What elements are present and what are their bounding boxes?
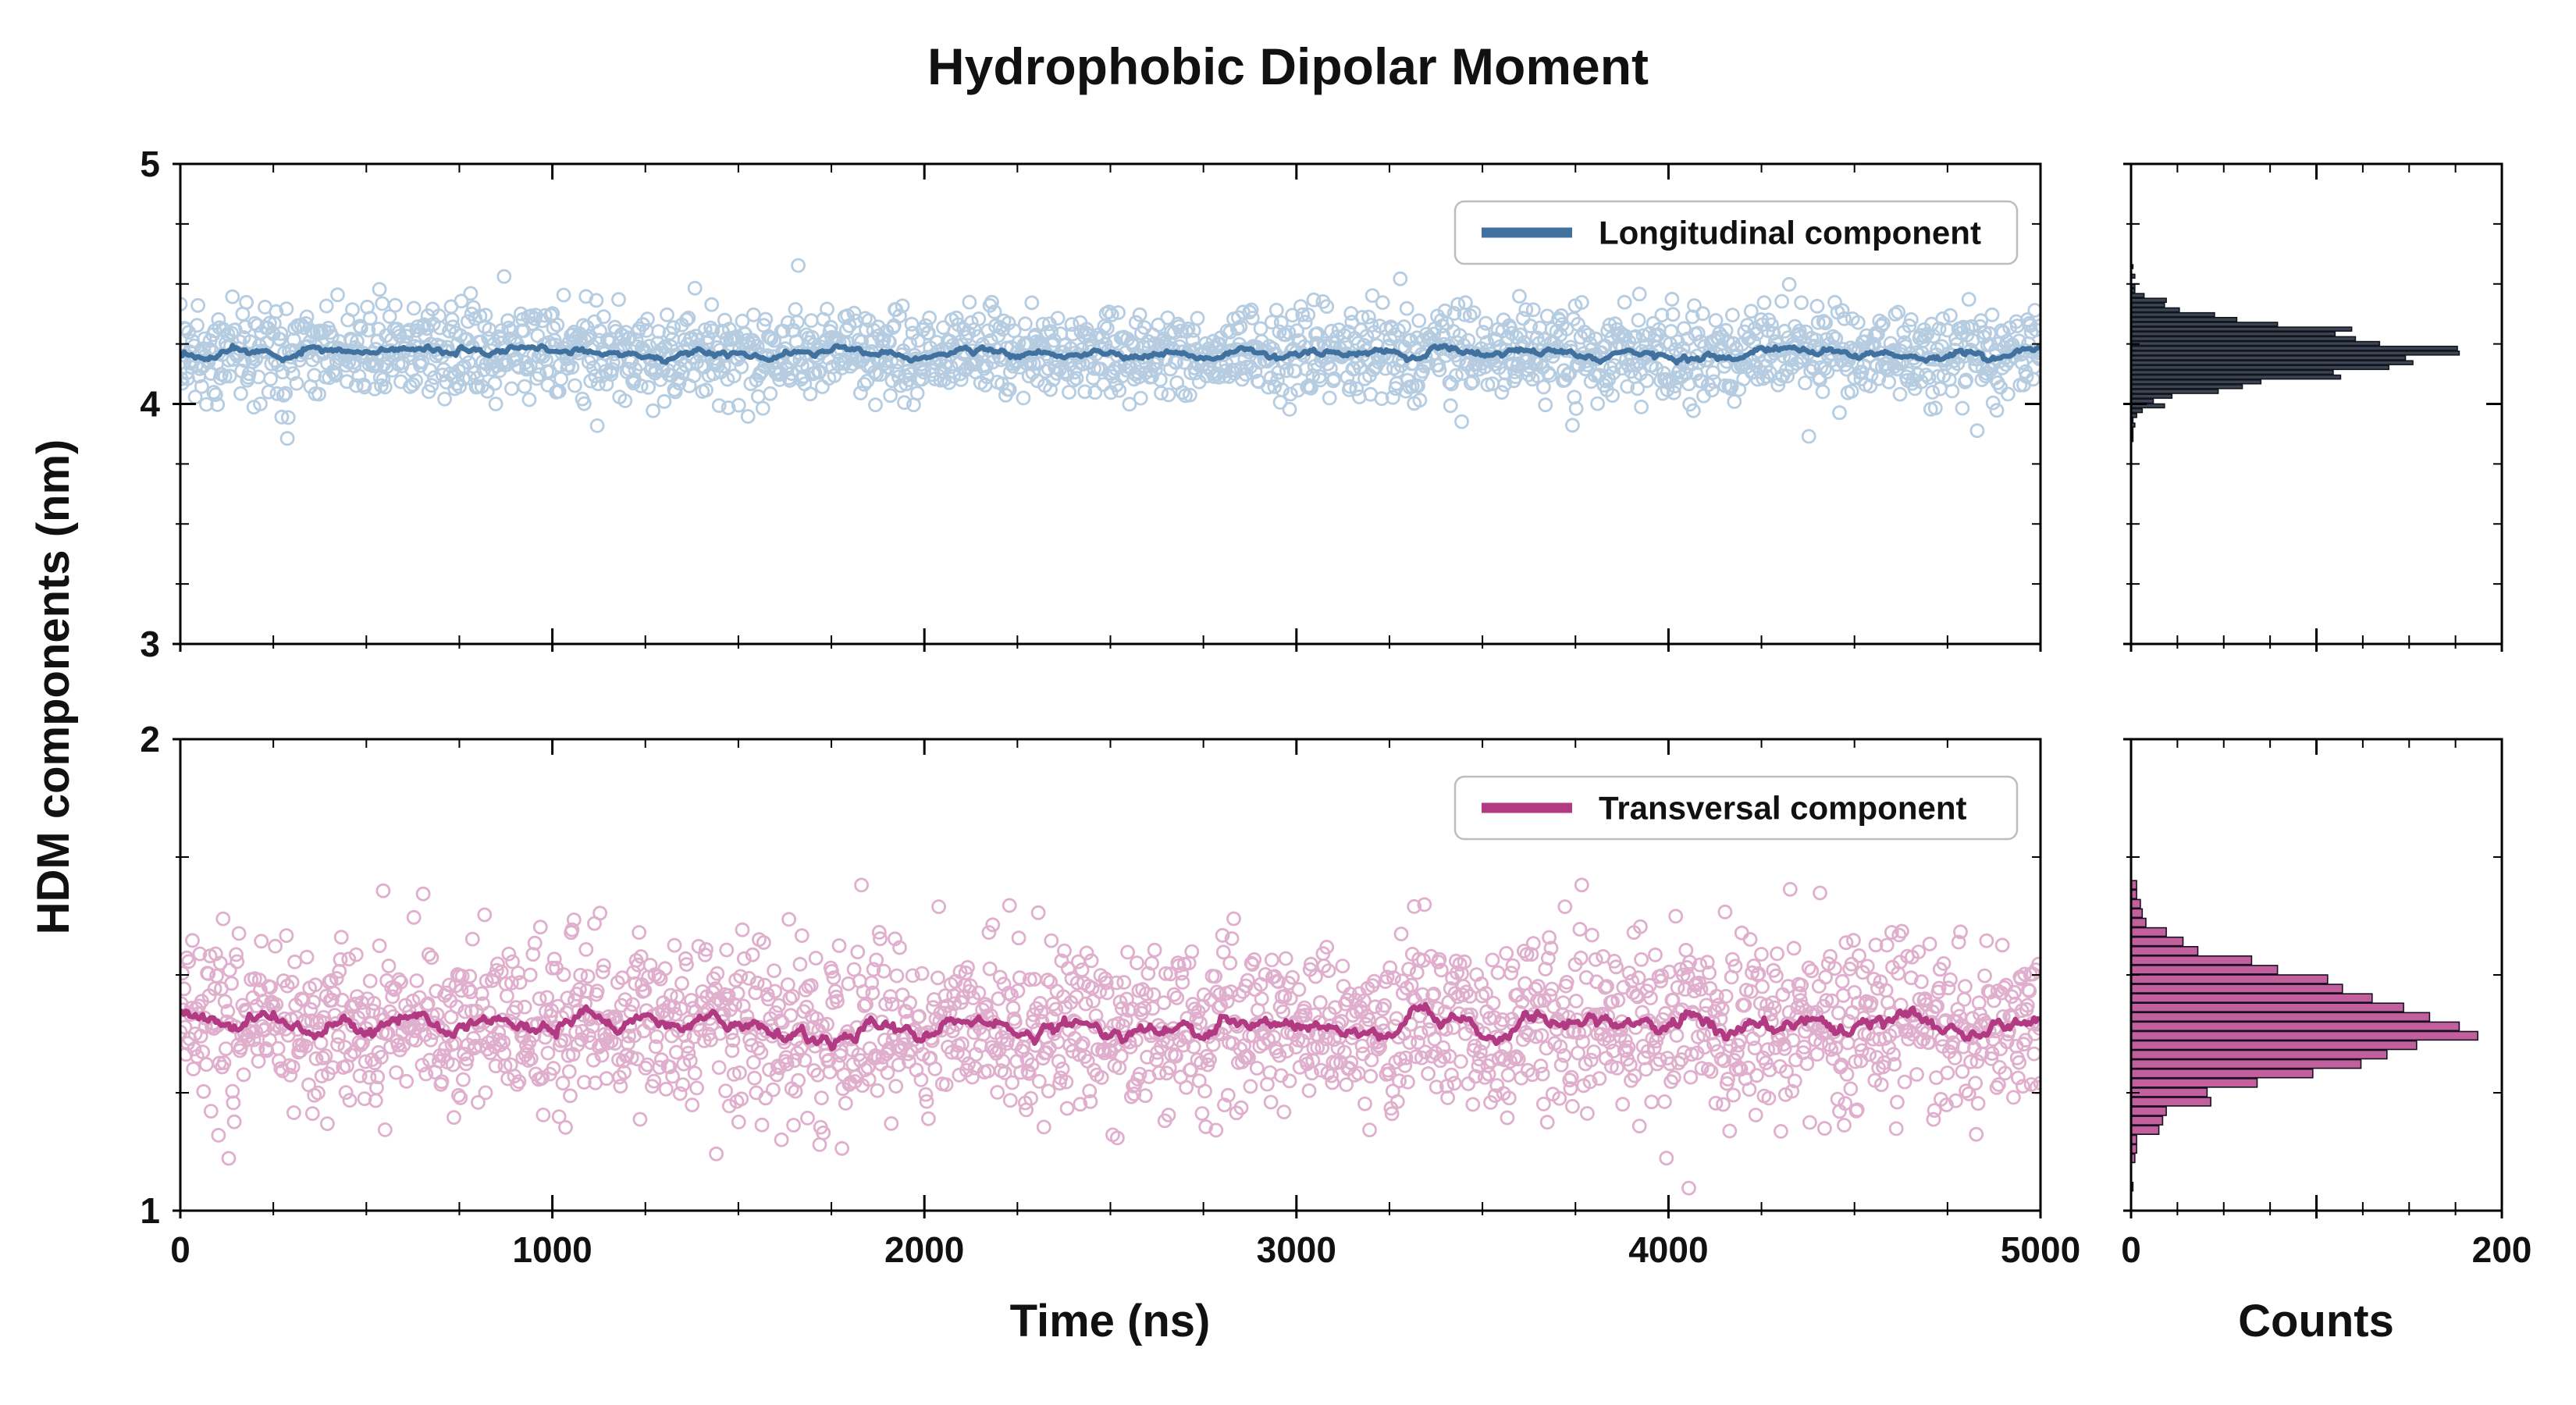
legend-transversal: Transversal component	[1453, 775, 2019, 841]
x-axis-label: Time (ns)	[1010, 1296, 1211, 1346]
legend-box	[1453, 775, 2019, 841]
legend-box	[1453, 200, 2019, 265]
x-tick-label: 0	[2121, 1229, 2141, 1270]
panel-frame	[2129, 162, 2503, 646]
legend-longitudinal: Longitudinal component	[1453, 200, 2019, 265]
legend-label-longitudinal: Longitudinal component	[1599, 215, 1981, 251]
x-tick-label: 5000	[2001, 1229, 2080, 1270]
x-tick-label: 3000	[1257, 1229, 1336, 1270]
x-tick-label: 0	[170, 1229, 190, 1270]
x-tick-label: 200	[2472, 1229, 2532, 1270]
transversal-histogram	[2130, 880, 2478, 1192]
y-tick-label: 2	[140, 719, 160, 759]
x-tick-label: 1000	[512, 1229, 592, 1270]
x-tick-label: 2000	[884, 1229, 964, 1270]
panel-group-longitudinal: 3 4 5 Longitudinal component	[140, 144, 2503, 664]
transversal-mean-line	[180, 1001, 2041, 1051]
y-tick-label: 5	[140, 144, 160, 184]
y-tick-label: 1	[140, 1190, 160, 1231]
y-axis-label: HDM components (nm)	[28, 439, 79, 935]
legend-label-transversal: Transversal component	[1599, 790, 1967, 827]
y-tick-label: 3	[140, 624, 160, 664]
chart-title: Hydrophobic Dipolar Moment	[927, 37, 1649, 95]
panel-group-transversal: 0 1000 2000 3000 4000 5000 1 2 0 200 Transversal c…	[140, 719, 2532, 1270]
longitudinal-histogram	[2130, 264, 2460, 443]
longitudinal-mean-line	[180, 343, 2041, 366]
y-tick-label: 4	[140, 384, 160, 425]
counts-axis-label: Counts	[2238, 1296, 2394, 1346]
x-tick-label: 4000	[1628, 1229, 1708, 1270]
